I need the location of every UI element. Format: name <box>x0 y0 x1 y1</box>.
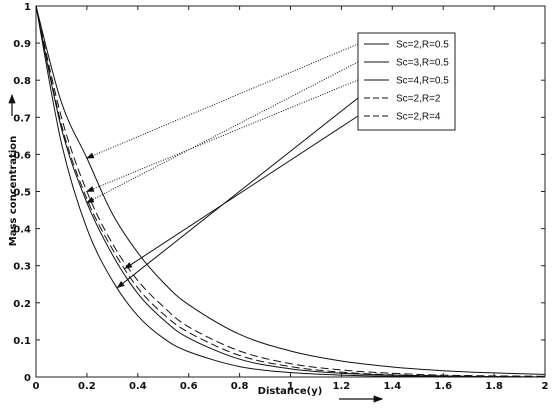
y-tick-label: 0.8 <box>13 76 31 87</box>
y-tick-label: 0.3 <box>13 262 31 273</box>
annotation-arrow-2 <box>86 61 359 204</box>
x-tick-label: 1.2 <box>333 381 351 392</box>
x-tick-label: 0.8 <box>231 381 249 392</box>
x-tick-label: 0.6 <box>180 381 198 392</box>
annotation-arrow-4 <box>116 97 359 289</box>
legend-label: Sc=3,R=0.5 <box>396 58 449 69</box>
x-tick-label: 2 <box>542 381 549 392</box>
x-tick-label: 1.4 <box>383 381 401 392</box>
legend-label: Sc=4,R=0.5 <box>396 76 449 87</box>
y-tick-label: 0.6 <box>13 150 31 161</box>
x-tick-label: 0.2 <box>78 381 96 392</box>
y-tick-label: 0.4 <box>13 225 31 236</box>
x-tick-label: 0 <box>33 381 40 392</box>
legend-box <box>357 32 456 131</box>
series-line-4 <box>35 5 546 377</box>
x-tick-label: 1 <box>287 381 294 392</box>
annotation-arrow-5 <box>124 115 359 270</box>
x-tick-label: 1.6 <box>434 381 452 392</box>
x-tick-label: 0.4 <box>129 381 147 392</box>
annotation-arrow-1 <box>85 43 359 159</box>
x-tick-label: 1.8 <box>485 381 503 392</box>
plot-area-frame <box>35 5 546 378</box>
y-tick-label: 1 <box>24 2 31 13</box>
y-tick-label: 0.5 <box>13 188 31 199</box>
y-tick-label: 0.1 <box>13 336 31 347</box>
y-tick-label: 0 <box>24 373 31 384</box>
legend-label: Sc=2,R=2 <box>396 94 441 105</box>
y-tick-label: 0.7 <box>13 113 31 124</box>
y-axis-label: Mass concentration <box>8 136 19 247</box>
y-tick-label: 0.2 <box>13 299 31 310</box>
legend-label: Sc=2,R=4 <box>396 112 441 123</box>
series-line-3 <box>35 5 546 378</box>
legend-label: Sc=2,R=0.5 <box>396 40 449 51</box>
x-axis-label: Distance(y) <box>258 386 323 397</box>
y-tick-label: 0.9 <box>13 39 31 50</box>
